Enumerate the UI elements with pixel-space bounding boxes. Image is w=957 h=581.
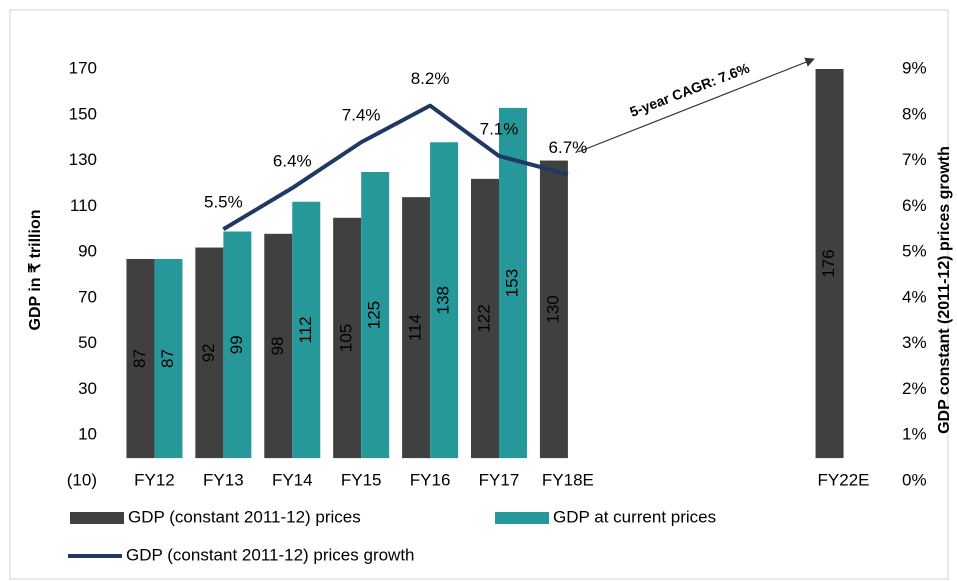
bar-value-label: 98 <box>268 336 287 355</box>
y-tick-label: 130 <box>69 150 97 169</box>
bar <box>539 160 568 459</box>
frame <box>9 9 949 580</box>
legend-label: GDP at current prices <box>553 507 716 526</box>
y-tick-label: 30 <box>78 379 97 398</box>
bar-value-label: 114 <box>406 314 425 341</box>
cagr-arrow <box>577 57 815 153</box>
line-value-label: 6.4% <box>273 152 312 171</box>
x-tick-label: FY17 <box>479 470 520 489</box>
line <box>222 103 569 231</box>
y2-tick-label: 2% <box>902 379 927 398</box>
y2-tick-label: 0% <box>902 470 927 489</box>
line-value-label: 7.4% <box>342 106 381 125</box>
bar <box>430 142 459 459</box>
y2-tick-label: 8% <box>902 104 927 123</box>
bar-value-label: 138 <box>434 286 453 314</box>
x-tick-label: FY15 <box>341 470 382 489</box>
y-tick-label: 110 <box>70 196 97 215</box>
legend-swatch <box>495 512 549 524</box>
bar <box>471 178 499 459</box>
y-tick-label: 70 <box>78 287 97 306</box>
y2-axis-title: GDP constant (2011-12) prices growth <box>936 146 953 434</box>
bar-value-label: 99 <box>227 335 246 354</box>
bar <box>361 172 390 459</box>
y2-tick-label: 3% <box>902 333 927 352</box>
line-value-label: 7.1% <box>480 119 519 138</box>
bar <box>126 258 155 459</box>
y-tick-label: (10) <box>67 470 97 489</box>
y-axis-title: GDP in ₹ trillion <box>27 210 44 331</box>
bar-value-label: 105 <box>337 324 356 352</box>
y2-tick-label: 9% <box>902 58 927 77</box>
x-tick-label: FY13 <box>203 470 244 489</box>
y-tick-label: 170 <box>69 58 97 77</box>
y-tick-label: 50 <box>78 333 97 352</box>
bar <box>154 258 183 459</box>
legend-label: GDP (constant 2011-12) prices growth <box>126 545 415 564</box>
bar-value-label: 153 <box>502 269 521 297</box>
line-value-label: 6.7% <box>549 138 588 157</box>
bar-value-label: 112 <box>296 316 315 343</box>
cagr-annotation: 5-year CAGR: 7.6% <box>627 59 752 120</box>
bar-value-label: 87 <box>130 349 149 368</box>
bar <box>264 233 293 459</box>
bar <box>333 217 362 459</box>
legend-label: GDP (constant 2011-12) prices <box>128 507 361 526</box>
x-tick-label: FY14 <box>272 470 313 489</box>
y2-tick-label: 7% <box>902 150 927 169</box>
bar-value-label: 92 <box>199 343 218 362</box>
bar <box>499 107 527 459</box>
bar-value-label: 122 <box>474 304 493 332</box>
y2-tick-label: 1% <box>902 425 927 444</box>
y2-tick-label: 4% <box>902 287 927 306</box>
bar-value-label: 130 <box>543 295 562 323</box>
y-tick-label: 90 <box>78 242 97 261</box>
bar <box>195 247 224 459</box>
x-tick-label: FY16 <box>410 470 451 489</box>
bar <box>815 69 844 459</box>
x-tick-label: FY12 <box>134 470 175 489</box>
legend-swatch <box>70 512 124 524</box>
bar-value-label: 87 <box>158 349 177 368</box>
plot-area <box>126 69 844 459</box>
y2-tick-label: 5% <box>902 242 927 261</box>
bar <box>402 197 431 459</box>
line-value-label: 5.5% <box>204 193 243 212</box>
bar <box>223 231 252 459</box>
y-tick-label: 150 <box>69 104 97 123</box>
bar-value-label: 125 <box>365 301 384 329</box>
bar-value-label: 176 <box>819 249 838 277</box>
x-tick-label: FY22E <box>818 470 870 489</box>
x-tick-label: FY18E <box>542 470 594 489</box>
line-value-label: 8.2% <box>411 69 450 88</box>
y2-tick-label: 6% <box>902 196 927 215</box>
y-tick-label: 10 <box>78 425 97 444</box>
bar <box>292 201 321 459</box>
